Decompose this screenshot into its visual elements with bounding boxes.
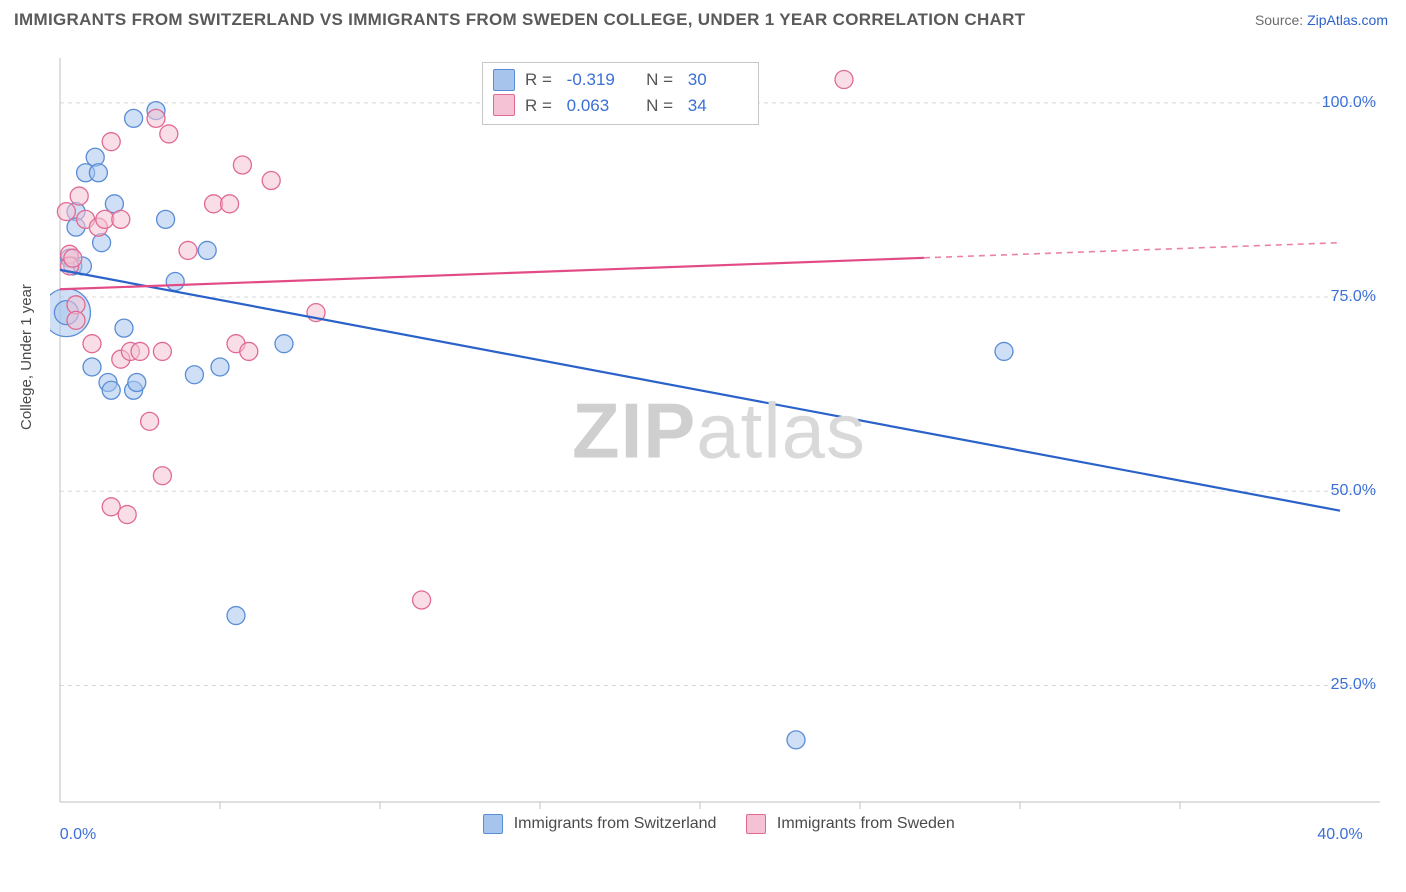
corr-r-value: -0.319 — [567, 67, 627, 93]
correlation-legend-box: R = -0.319 N = 30R = 0.063 N = 34 — [482, 62, 759, 125]
corr-r-value: 0.063 — [567, 93, 627, 119]
legend-swatch-sweden — [746, 814, 766, 834]
corr-n-label: N = — [637, 93, 678, 119]
y-axis-label: College, Under 1 year — [18, 284, 35, 430]
legend-label-sweden: Immigrants from Sweden — [777, 815, 955, 832]
legend-item-sweden: Immigrants from Sweden — [746, 814, 954, 834]
y-tick-label: 100.0% — [1322, 94, 1376, 112]
legend-label-switzerland: Immigrants from Switzerland — [514, 815, 717, 832]
corr-n-value: 34 — [688, 93, 748, 119]
chart-header: IMMIGRANTS FROM SWITZERLAND VS IMMIGRANT… — [0, 0, 1406, 36]
corr-swatch — [493, 94, 515, 116]
bottom-legend: Immigrants from Switzerland Immigrants f… — [50, 814, 1388, 834]
legend-swatch-switzerland — [483, 814, 503, 834]
source-attribution: Source: ZipAtlas.com — [1255, 12, 1388, 28]
corr-n-value: 30 — [688, 67, 748, 93]
correlation-row: R = 0.063 N = 34 — [493, 93, 748, 119]
y-tick-label: 25.0% — [1331, 676, 1376, 694]
corr-r-label: R = — [525, 93, 557, 119]
y-tick-label: 50.0% — [1331, 482, 1376, 500]
scatter-plot — [50, 52, 1388, 842]
source-label: Source: — [1255, 12, 1307, 28]
corr-n-label: N = — [637, 67, 678, 93]
corr-r-label: R = — [525, 67, 557, 93]
chart-area: R = -0.319 N = 30R = 0.063 N = 34 ZIPatl… — [50, 52, 1388, 842]
y-tick-label: 75.0% — [1331, 288, 1376, 306]
correlation-row: R = -0.319 N = 30 — [493, 67, 748, 93]
chart-title: IMMIGRANTS FROM SWITZERLAND VS IMMIGRANT… — [14, 10, 1025, 30]
legend-item-switzerland: Immigrants from Switzerland — [483, 814, 716, 834]
corr-swatch — [493, 69, 515, 91]
source-link[interactable]: ZipAtlas.com — [1307, 12, 1388, 28]
